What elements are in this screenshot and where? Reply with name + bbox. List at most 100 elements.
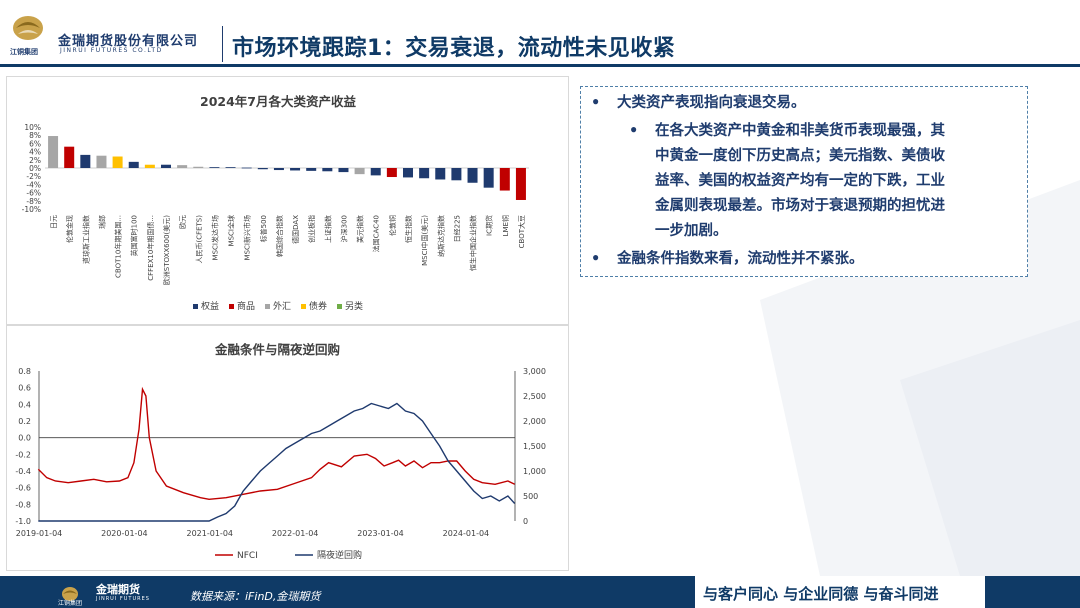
legend-label: NFCI — [237, 551, 258, 561]
bar — [112, 156, 123, 168]
sub-bullet-line-2: 中黄金一度创下历史高点；美元指数、美债收 — [655, 147, 945, 164]
bar — [209, 167, 220, 168]
x-tick-label: 上证指数 — [323, 215, 332, 243]
legend-swatch — [193, 304, 198, 309]
legend-label: 隔夜逆回购 — [317, 549, 362, 561]
sub-bullet-line-3: 益率、美国的权益资产均有一定的下跌，工业 — [655, 172, 945, 189]
y-left-tick-label: 0.2 — [18, 417, 31, 426]
bullet-dot: • — [591, 250, 601, 267]
bar — [338, 168, 349, 173]
line-chart: 0.8 0.6 0.4 0.2 0.0 -0.2 -0.4 -0.6 -0.8 -1.0 3,000… — [15, 367, 546, 561]
x-tick-label: MSCI新兴市场 — [243, 215, 252, 260]
x-tick-label: MSCI全球 — [227, 215, 236, 246]
legend-swatch — [229, 304, 234, 309]
y-tick-label: -8% — [26, 197, 41, 206]
sub-bullet-line-4: 金属则表现最差。市场对于衰退预期的担忧进 — [655, 197, 945, 214]
bar — [306, 168, 317, 171]
sub-bullet-line-1: 在各大类资产中黄金和非美货币表现最强，其 — [655, 122, 945, 139]
x-tick-label: 人民币(CFETS) — [195, 215, 203, 264]
x-tick-label: CBOT10年期美国... — [114, 215, 123, 278]
y-right-tick-label: 1,500 — [523, 442, 546, 451]
x-tick-label: 伦敦铜 — [388, 215, 397, 236]
y-left-tick-label: -0.4 — [15, 467, 31, 476]
bar — [322, 168, 333, 172]
x-tick-label: 2019-01-04 — [16, 529, 63, 538]
y-tick-label: -10% — [22, 205, 41, 214]
y-left-tick-label: -0.6 — [15, 484, 31, 493]
x-tick-label: MSCI发达市场 — [210, 215, 219, 260]
bar — [290, 168, 301, 171]
x-tick-label: 2024-01-04 — [443, 529, 490, 538]
y-right-tick-label: 2,500 — [523, 392, 546, 401]
bar — [515, 168, 526, 200]
y-left-tick-label: -0.2 — [15, 450, 31, 459]
y-tick-label: 6% — [29, 139, 41, 148]
y-right-tick-label: 2,000 — [523, 417, 546, 426]
title-underline — [0, 64, 1080, 67]
bullet-dot: • — [591, 94, 601, 111]
x-tick-label: 2023-01-04 — [357, 529, 404, 538]
bar — [402, 168, 414, 178]
x-tick-label: LME铜 — [501, 215, 510, 236]
y-right-tick-label: 3,000 — [523, 367, 546, 376]
bar — [64, 146, 75, 168]
series-line — [37, 386, 516, 501]
line-chart-panel: 金融条件与隔夜逆回购 0.8 0.6 0.4 0.2 0.0 -0.2 -0.4 -0.6 -0… — [6, 325, 569, 571]
legend-label: 另类 — [345, 300, 363, 312]
bar — [467, 168, 478, 183]
x-tick-label: 美元指数 — [356, 215, 365, 243]
slogan: 与客户同心 与企业同德 与奋斗同进 — [703, 585, 939, 603]
line-chart-title: 金融条件与隔夜逆回购 — [215, 342, 341, 357]
x-tick-label: 创业板指 — [307, 215, 316, 243]
y-left-tick-label: 0.8 — [18, 367, 31, 376]
legend-swatch — [301, 304, 306, 309]
x-tick-label: 纳斯达克指数 — [436, 215, 445, 257]
x-tick-label: IC期货 — [485, 215, 494, 236]
company-logo-icon — [13, 16, 43, 40]
bar-chart: 10%8%6%4%2%0%-2%-4%-6%-8%-10% 日元 伦敦金现 道琼斯工业… — [22, 123, 529, 312]
legend-label: 权益 — [201, 300, 219, 312]
x-tick-label: CFFEX10年期国债... — [146, 215, 155, 281]
y-tick-label: -2% — [26, 172, 41, 181]
x-tick-label: 日元 — [50, 215, 58, 229]
y-right-tick-label: 500 — [523, 492, 538, 501]
y-tick-label: 8% — [29, 131, 41, 140]
group-name: 江铜集团 — [10, 48, 38, 56]
bar — [225, 167, 236, 168]
y-right-tick-label: 0 — [523, 517, 528, 526]
bar — [257, 168, 268, 170]
footer-brand-en: JINRUI FUTURES — [96, 596, 150, 602]
bar — [193, 166, 204, 168]
y-left-tick-label: -0.8 — [15, 500, 31, 509]
page-title: 市场环境跟踪1：交易衰退，流动性未见收紧 — [232, 36, 676, 61]
x-tick-label: 恒生指数 — [404, 215, 413, 243]
x-tick-label: 伦敦金现 — [65, 215, 74, 243]
bar-chart-title: 2024年7月各大类资产收益 — [200, 94, 356, 109]
header-divider — [222, 26, 223, 62]
bar — [435, 168, 446, 180]
x-tick-label: 沪深300 — [339, 215, 348, 242]
company-name-cn: 金瑞期货股份有限公司 — [58, 34, 199, 49]
bar — [370, 168, 381, 176]
x-tick-label: 韩国综合指数 — [275, 215, 284, 257]
sub-bullet-dot: • — [629, 122, 639, 139]
y-left-tick-label: 0.0 — [18, 434, 31, 443]
bar — [48, 136, 59, 168]
y-left-tick-label: 0.6 — [18, 384, 31, 393]
bar-chart-panel: 2024年7月各大类资产收益 10% 8% 6% 4% 2% 0% -2% -4% -6% -8%… — [6, 76, 569, 325]
x-tick-label: 法国CAC40 — [372, 215, 381, 252]
legend-swatch — [337, 304, 342, 309]
legend-label: 外汇 — [273, 300, 291, 312]
x-tick-label: MSCI中国(美元) — [420, 215, 429, 266]
bar — [354, 168, 365, 175]
header: 江铜集团 金瑞期货股份有限公司 JINRUI FUTURES CO.LTD 市场… — [0, 0, 1080, 70]
bar — [160, 164, 172, 168]
footer-group: 江铜集团 — [58, 600, 83, 607]
bar — [499, 168, 510, 191]
bar — [144, 164, 155, 168]
footer-logo-icon — [62, 587, 78, 601]
x-tick-label: 日经225 — [452, 215, 461, 242]
x-tick-label: 2020-01-04 — [101, 529, 148, 538]
y-tick-label: 10% — [24, 123, 41, 132]
